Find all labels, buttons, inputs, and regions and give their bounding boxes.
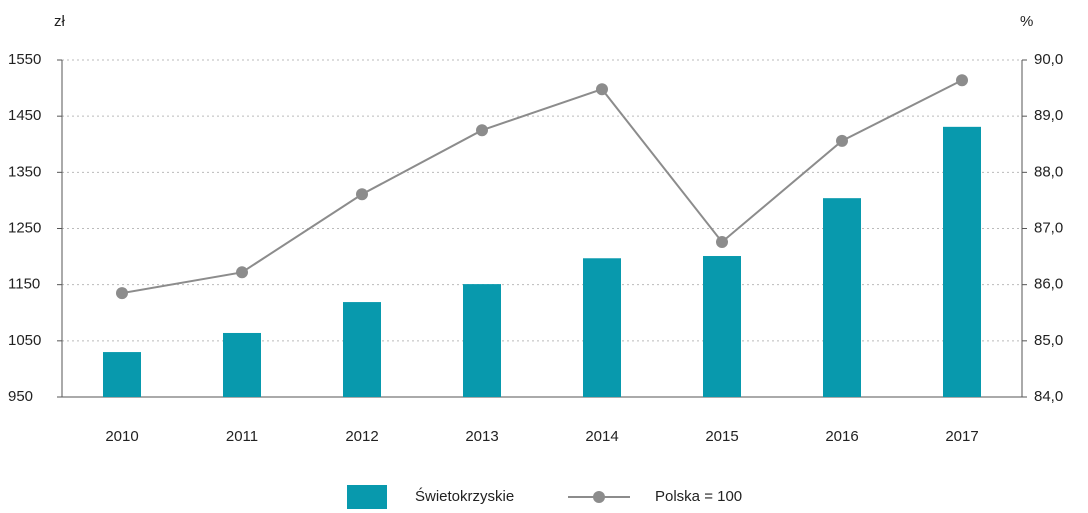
x-tick-label: 2014 [585, 428, 618, 445]
legend-swatch [347, 485, 387, 509]
y-tick-label: 1550 [8, 51, 41, 68]
line-point [356, 188, 368, 201]
y2-tick-label: 84,0 [1034, 388, 1063, 405]
line-point [236, 266, 248, 279]
line-point [596, 83, 608, 96]
y-tick-label: 1250 [8, 219, 41, 236]
line [121, 79, 963, 295]
legend-swatch [593, 491, 605, 503]
x-tick-label: 2012 [345, 428, 378, 445]
line-point [476, 124, 488, 137]
bar [223, 332, 261, 397]
bar [823, 198, 861, 397]
bar [583, 258, 621, 397]
y2-unit: % [1020, 13, 1033, 30]
legend-label: Świetokrzyskie [415, 487, 514, 505]
line-point [716, 235, 728, 248]
bar [703, 256, 741, 397]
y-tick-label: 950 [8, 388, 33, 405]
line-point [956, 74, 968, 87]
legend-label: Polska = 100 [655, 488, 742, 505]
y2-tick-label: 89,0 [1034, 107, 1063, 124]
y2-tick-label: 88,0 [1034, 163, 1063, 180]
bar [343, 302, 381, 397]
y2-tick-label: 85,0 [1034, 332, 1063, 349]
x-tick-label: 2011 [226, 428, 258, 445]
bar [463, 284, 501, 397]
y-unit: zł [54, 13, 66, 30]
x-tick-label: 2010 [105, 428, 138, 445]
y-tick-label: 1150 [8, 276, 40, 293]
y-tick-label: 1350 [8, 163, 41, 180]
line-point [116, 287, 128, 300]
x-tick-label: 2015 [705, 428, 738, 445]
x-tick-label: 2017 [945, 428, 978, 445]
y2-tick-label: 87,0 [1034, 219, 1063, 236]
bar [943, 126, 981, 398]
line-point [836, 134, 848, 147]
y2-tick-label: 90,0 [1034, 51, 1063, 68]
y-tick-label: 1050 [8, 332, 41, 349]
y-tick-label: 1450 [8, 107, 41, 124]
x-tick-label: 2013 [465, 428, 498, 445]
bar [103, 352, 141, 397]
y2-tick-label: 86,0 [1034, 276, 1063, 293]
x-tick-label: 2016 [825, 428, 858, 445]
